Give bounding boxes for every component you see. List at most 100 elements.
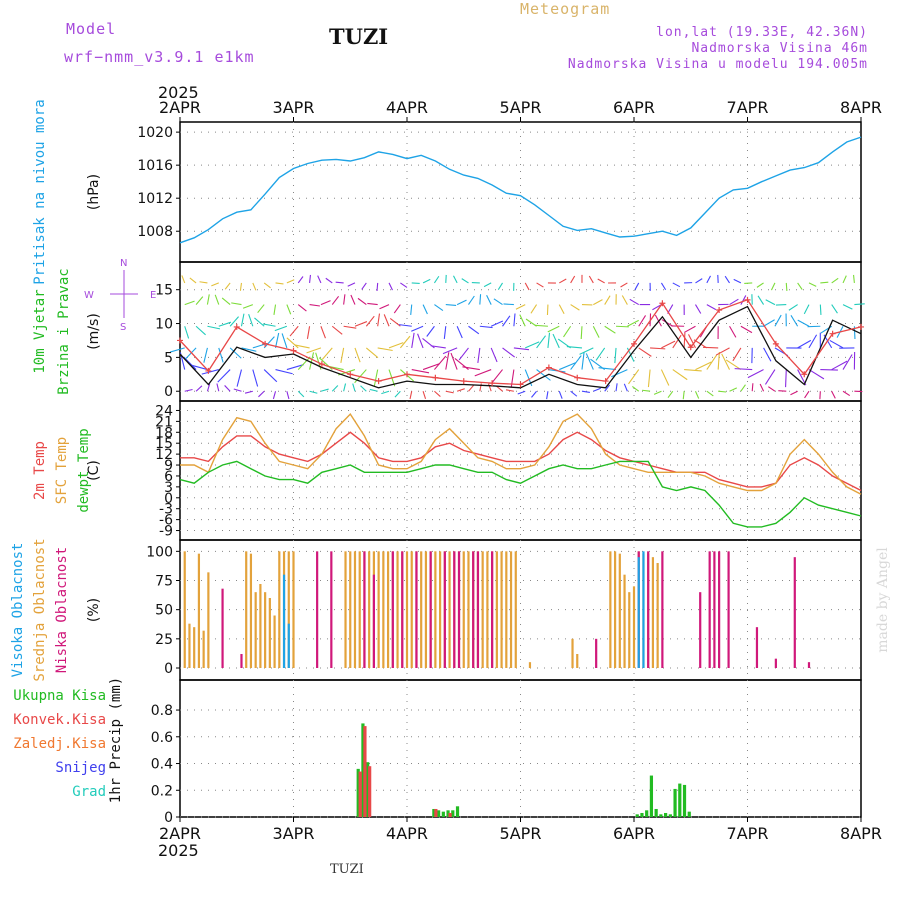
cloud-bar [439,551,442,668]
cloud-bar [595,638,598,668]
wind-arrow [604,384,611,392]
wind-arrow [217,369,231,383]
wind-arrow [695,361,712,371]
wind-arrow [325,277,333,284]
wind-arrow [524,282,530,291]
wind-arrow [189,277,197,284]
cloud-bar [405,551,409,668]
wind-arrow [239,282,243,291]
wind-arrow [502,315,511,327]
cloud-bar [708,551,711,668]
cloud-bar [197,553,201,668]
wind-arrow [854,303,865,306]
wind-arrow [763,347,772,362]
wind-arrow [778,390,787,392]
wind-arrow [206,383,211,392]
wind-arrow [184,388,193,392]
wind-arrow [453,275,458,284]
wind-arrow [763,319,775,327]
wind-arrow [354,347,361,363]
wind-arrow [479,383,482,392]
wind-arrow [273,304,277,315]
wind-arrow [672,282,681,288]
cloud-bar [193,627,196,668]
wind-arrow [297,356,311,370]
cloud-bar [661,551,664,668]
wind-frame [179,261,862,402]
temperature-line-0 [180,431,862,492]
meteogram-title: Meteogram [520,0,611,18]
wind-arrow [785,369,787,388]
wind-arrow [513,347,530,351]
cloud-bar [249,553,253,668]
wind-arrow [595,347,606,361]
wind-arrow [502,347,516,358]
wind-arrow [456,326,463,339]
wind-arrow [803,304,810,315]
wind-arrow [352,383,356,392]
wind-arrow [695,278,703,284]
wind-gust-marker [829,330,836,337]
temperature-label: dewpt Temp [76,428,92,512]
cloud-bar [576,654,579,668]
wind-arrow [695,304,702,314]
wind-gust-marker [375,378,382,385]
wind-arrow [389,318,401,327]
wind-arrow [224,282,231,290]
wind-arrow [306,347,322,354]
wind-arrow [263,336,275,349]
cloud-bar [448,551,451,668]
wind-arrow [638,315,647,327]
wind-arrow [842,275,847,284]
wind-arrow [343,294,346,305]
precip-bar [446,810,450,817]
wind-arrow [490,347,498,363]
cloud-bar [368,551,371,668]
wind-arrow [620,282,628,288]
wind-arrow [831,304,838,314]
wind-arrow [211,282,219,287]
wind-arrow [377,347,393,352]
wind-arrow [297,276,304,284]
wind-arrow [627,319,639,327]
wind-arrow [365,347,379,359]
precip-legend-label: Konvek.Kisa [13,712,106,728]
wind-panel [110,261,865,402]
wind-arrow [724,275,730,284]
precip-bar [635,814,639,817]
cloud-bar [429,551,432,668]
wind-arrow [702,346,719,349]
wind-label: Brzina i Pravac [56,268,72,394]
wind-arrow [652,304,662,311]
wind-arrow [274,325,288,332]
wind-arrow [450,352,458,370]
wind-arrow [496,385,503,392]
cloud-bar [353,551,357,668]
cloud-bar [282,574,286,668]
cloud-bar [420,551,423,668]
wind-arrow [388,282,393,291]
cloud-bar [571,638,574,668]
wind-gust-marker [687,344,694,351]
wind-arrow [593,387,601,392]
cloud-bar [618,553,621,668]
wind-arrow [411,282,420,285]
wind-arrow [831,360,848,371]
wind-arrow [566,345,583,349]
pressure-line-0 [179,136,862,244]
wind-arrow [445,304,457,307]
precip-ytick-label: 0.8 [151,703,173,719]
wind-arrow [756,282,764,288]
wind-gust-marker [772,340,779,347]
wind-gust-marker [318,361,325,368]
temperature-ytick-label: 15 [155,436,173,452]
wind-arrow [206,294,210,305]
wind-arrow [297,390,305,398]
wind-arrow [184,326,190,339]
model-label: Model [66,20,117,38]
wind-arrow [286,279,295,284]
wind-arrow [729,387,738,392]
wind-arrow [536,369,551,381]
wind-arrow [181,275,186,284]
wind-arrow [725,359,742,371]
